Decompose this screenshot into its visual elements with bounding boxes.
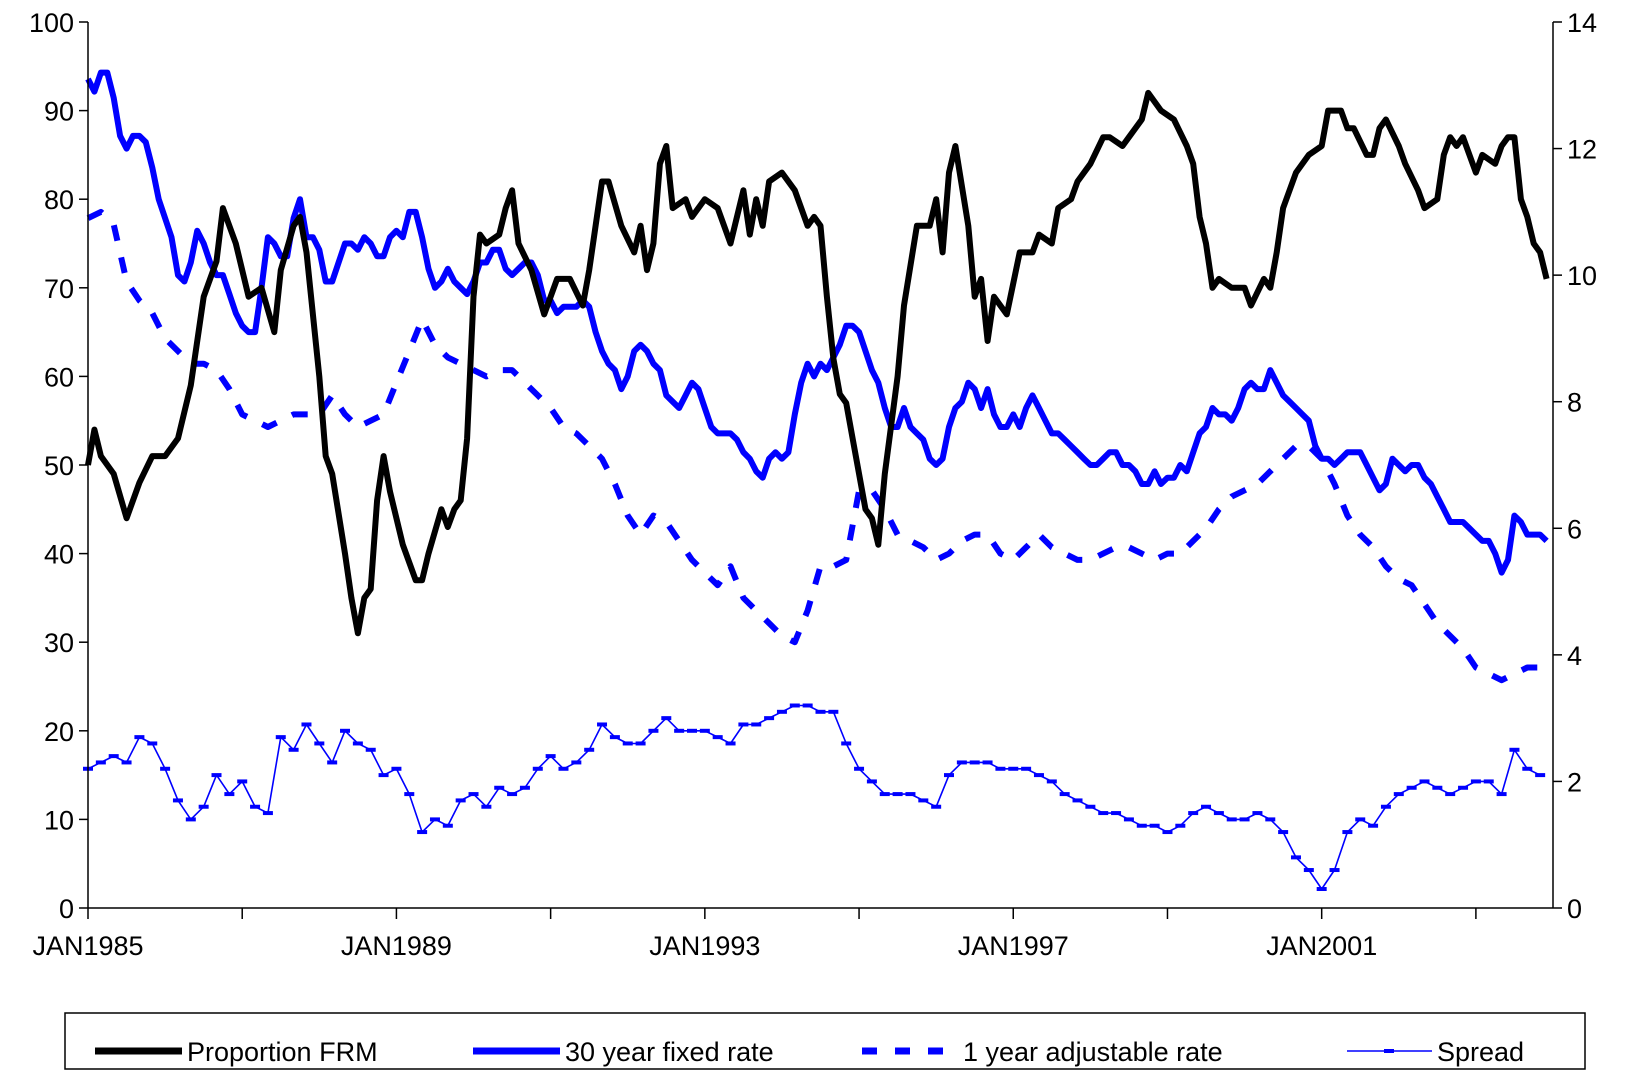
y-left-tick-label: 80 bbox=[44, 185, 74, 215]
legend-item-spread: Spread bbox=[1347, 1037, 1524, 1067]
y-right-tick-label: 14 bbox=[1567, 8, 1597, 38]
y-right-tick-label: 2 bbox=[1567, 767, 1582, 797]
series-line-spread bbox=[87, 704, 1541, 890]
x-tick-label: JAN1997 bbox=[958, 931, 1069, 961]
legend-item-1-year-adjustable-rate: 1 year adjustable rate bbox=[862, 1037, 1223, 1067]
y-right-tick-label: 4 bbox=[1567, 641, 1582, 671]
x-tick-label: JAN1993 bbox=[649, 931, 760, 961]
series-30-year-fixed-rate bbox=[85, 69, 1549, 576]
series-line-proportion-frm bbox=[85, 89, 1550, 637]
legend-box bbox=[64, 1012, 1586, 1070]
y-left-tick-label: 70 bbox=[44, 274, 74, 304]
x-tick-label: JAN1989 bbox=[341, 931, 452, 961]
y-left-tick-label: 90 bbox=[44, 97, 74, 127]
axes-layer: 0 10 20 30 40 50 60 70 80 90 100 0 2 4 6 8 10 12 14 JAN1985… bbox=[29, 8, 1597, 961]
y-right-tick-label: 10 bbox=[1567, 261, 1597, 291]
y-left-tick-label: 100 bbox=[29, 8, 74, 38]
y-left-tick-label: 10 bbox=[44, 805, 74, 835]
y-left-tick-label: 20 bbox=[44, 717, 74, 747]
y-left-tick-label: 0 bbox=[59, 894, 74, 924]
series-spread bbox=[83, 703, 1546, 892]
y-right-tick-label: 12 bbox=[1567, 135, 1597, 165]
legend-label-proportion-frm: Proportion FRM bbox=[187, 1037, 378, 1067]
series-proportion-frm bbox=[85, 89, 1550, 637]
legend-label-30-year-fixed-rate: 30 year fixed rate bbox=[565, 1037, 774, 1067]
legend: Proportion FRM 30 year fixed rate 1 year… bbox=[64, 1012, 1586, 1070]
x-tick-label: JAN1985 bbox=[32, 931, 143, 961]
series-line-30-year-fixed-rate bbox=[85, 69, 1549, 576]
legend-item-30-year-fixed-rate: 30 year fixed rate bbox=[473, 1037, 774, 1067]
y-left-tick-label: 40 bbox=[44, 540, 74, 570]
series-layer bbox=[83, 69, 1550, 892]
series-1-year-adjustable-rate bbox=[86, 208, 1541, 684]
y-right-tick-label: 8 bbox=[1567, 388, 1582, 418]
y-left-tick-label: 30 bbox=[44, 628, 74, 658]
y-left-tick-label: 50 bbox=[44, 451, 74, 481]
legend-item-proportion-frm: Proportion FRM bbox=[95, 1037, 378, 1067]
y-right-tick-label: 6 bbox=[1567, 514, 1582, 544]
x-tick-label: JAN2001 bbox=[1266, 931, 1377, 961]
y-right-tick-label: 0 bbox=[1567, 894, 1582, 924]
y-left-tick-label: 60 bbox=[44, 362, 74, 392]
series-line-1-year-adjustable-rate bbox=[86, 208, 1541, 684]
legend-label-1-year-adjustable-rate: 1 year adjustable rate bbox=[963, 1037, 1223, 1067]
legend-label-spread: Spread bbox=[1437, 1037, 1524, 1067]
